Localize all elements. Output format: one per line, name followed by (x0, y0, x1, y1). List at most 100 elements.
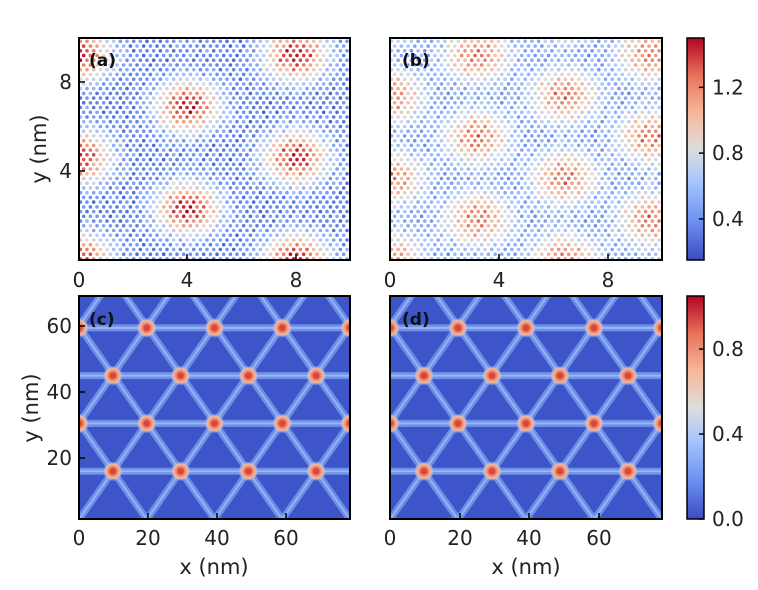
lattice-site (345, 228, 349, 233)
lattice-site (148, 242, 153, 247)
lattice-site (650, 200, 655, 204)
lattice-site (476, 209, 481, 214)
lattice-site (88, 167, 93, 171)
lattice-site (476, 153, 481, 157)
lattice-site (225, 67, 229, 72)
lattice-site (191, 190, 196, 195)
lattice-site (439, 252, 444, 256)
lattice-site (135, 214, 139, 219)
lattice-site (473, 214, 477, 219)
lattice-site (328, 186, 333, 190)
lattice-site (271, 105, 276, 110)
lattice-site (600, 101, 604, 105)
lattice-site (449, 228, 454, 233)
lattice-site (556, 209, 561, 214)
lattice-site (121, 72, 126, 77)
lattice-site (265, 105, 269, 110)
lattice-site (533, 186, 537, 190)
lattice-site (433, 63, 437, 67)
lattice-site (258, 172, 263, 176)
lattice-site (298, 115, 303, 119)
lattice-site (231, 190, 236, 195)
lattice-site (305, 77, 309, 81)
lattice-site (587, 44, 591, 48)
lattice-site (523, 143, 527, 148)
lattice-site (486, 72, 491, 77)
lattice-site (402, 86, 407, 91)
lattice-site (540, 63, 544, 67)
lattice-site (550, 86, 554, 91)
lattice-site (138, 143, 143, 148)
lattice-site (623, 86, 628, 91)
lattice-site (416, 209, 420, 214)
lattice-site (426, 110, 431, 115)
lattice-site (620, 186, 624, 190)
lattice-site (526, 53, 531, 58)
lattice-site (473, 195, 477, 200)
lattice-site (138, 77, 143, 81)
lattice-site (291, 247, 296, 252)
lattice-site (489, 228, 494, 233)
lattice-site (573, 129, 578, 133)
lattice-site (610, 96, 614, 100)
lattice-site (550, 181, 554, 185)
lattice-site (221, 148, 226, 152)
lattice-site (493, 157, 497, 162)
lattice-site (396, 134, 400, 138)
lattice-site (98, 49, 103, 53)
lattice-site (335, 205, 339, 209)
lattice-site (553, 53, 558, 58)
lattice-site (402, 228, 407, 233)
lattice-site (141, 110, 146, 115)
lattice-site (640, 53, 645, 58)
lattice-site (530, 238, 534, 242)
lattice-site (208, 167, 213, 171)
lattice-site (315, 82, 319, 86)
lattice-site (295, 214, 299, 219)
lattice-site (288, 214, 293, 219)
lattice-site (429, 238, 434, 242)
lattice-site (98, 209, 103, 214)
lattice-site (476, 200, 481, 204)
lattice-site (185, 134, 189, 138)
lattice-site (563, 96, 568, 100)
lattice-site (466, 224, 471, 228)
lattice-site (285, 153, 289, 157)
lattice-site (623, 153, 628, 157)
lattice-site (576, 209, 581, 214)
lattice-site (436, 67, 441, 72)
lattice-site (593, 119, 598, 124)
lattice-site (268, 242, 273, 247)
lattice-site (446, 186, 451, 190)
lattice-site (546, 167, 551, 171)
lattice-site (469, 143, 474, 148)
lattice-site (111, 86, 116, 91)
lattice-site (141, 91, 146, 96)
lattice-site (630, 67, 634, 72)
xticks-a: 0 4 8 (73, 254, 302, 292)
lattice-site (215, 82, 219, 86)
lattice-site (406, 252, 410, 256)
lattice-site (486, 110, 491, 115)
lattice-site (95, 138, 99, 143)
lattice-site (413, 129, 417, 133)
lattice-site (446, 205, 451, 209)
lattice-site (255, 119, 259, 124)
lattice-site (115, 233, 119, 237)
lattice-site (228, 82, 233, 86)
lattice-site (118, 209, 123, 214)
lattice-site (228, 72, 233, 77)
lattice-site (426, 157, 431, 162)
lattice-site (610, 219, 614, 223)
lattice-site (241, 72, 246, 77)
lattice-site (278, 162, 283, 167)
lattice-site (550, 49, 554, 53)
lattice-site (510, 96, 514, 100)
lattice-site (148, 233, 153, 237)
lattice-site (171, 190, 176, 195)
lattice-site (580, 53, 584, 58)
lattice-site (503, 228, 507, 233)
lattice-site (617, 143, 621, 148)
lattice-site (158, 238, 163, 242)
lattice-site (647, 138, 651, 143)
